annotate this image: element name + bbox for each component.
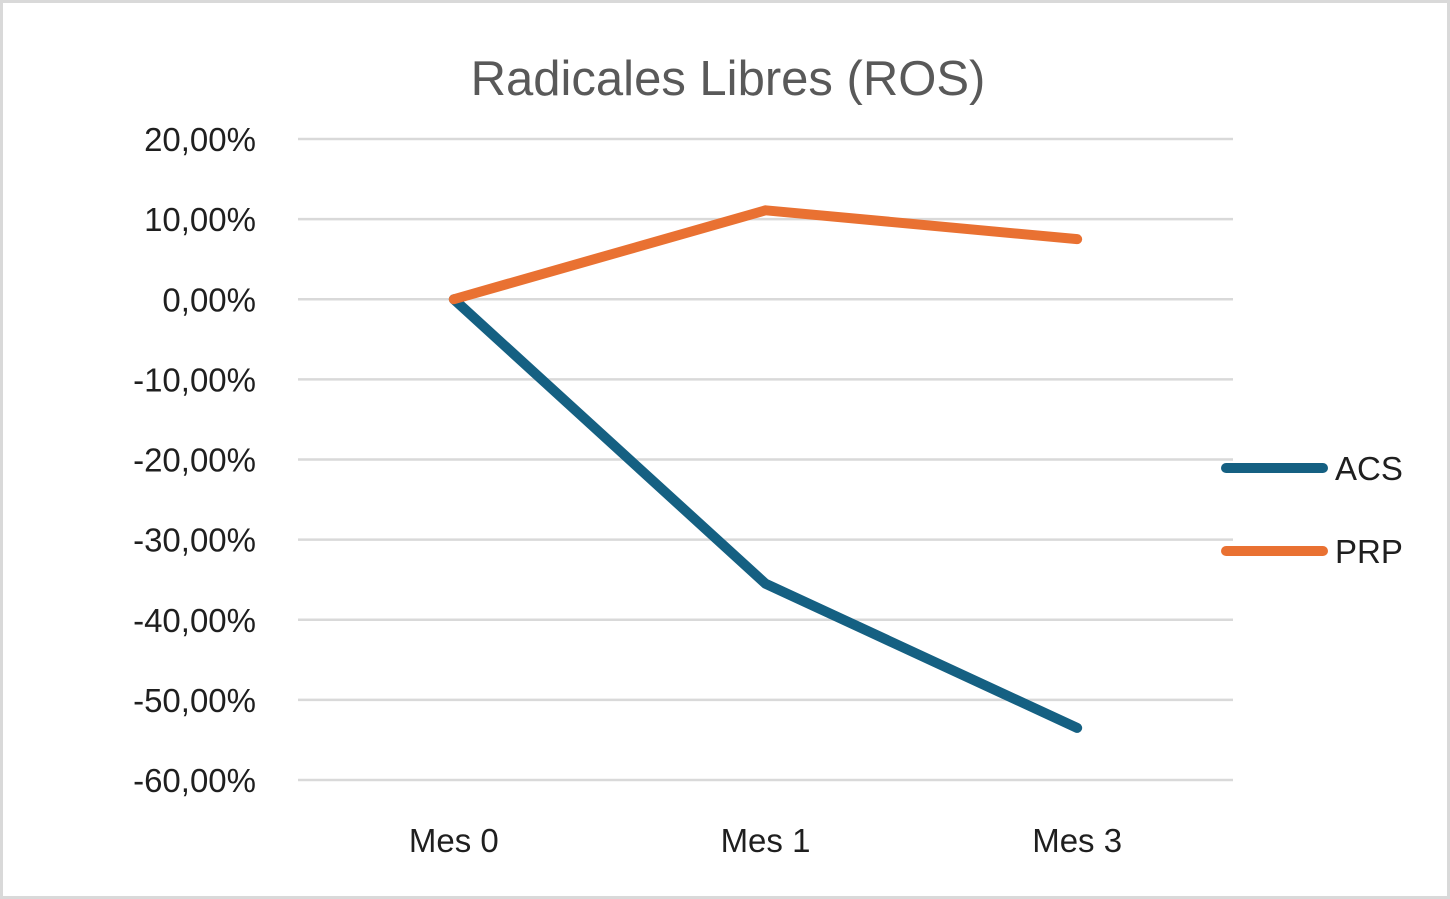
series-line-acs — [448, 294, 1083, 733]
legend-label-prp: PRP — [1335, 533, 1403, 570]
y-axis-tick-label: -40,00% — [133, 602, 256, 639]
y-axis-tick-label: 0,00% — [162, 281, 256, 318]
y-axis-tick-label: -10,00% — [133, 361, 256, 398]
series-line-prp — [448, 205, 1083, 305]
y-axis-tick-label: 20,00% — [144, 121, 256, 158]
x-axis-tick-label: Mes 1 — [721, 822, 811, 859]
y-axis-tick-label: 10,00% — [144, 201, 256, 238]
y-axis-tick-label: -30,00% — [133, 522, 256, 559]
chart-title: Radicales Libres (ROS) — [470, 52, 986, 106]
x-axis-tick-label: Mes 3 — [1032, 822, 1122, 859]
y-axis-tick-label: -20,00% — [133, 442, 256, 479]
y-axis-tick-label: -50,00% — [133, 682, 256, 719]
y-axis-tick-label: -60,00% — [133, 762, 256, 799]
legend-label-acs: ACS — [1335, 450, 1403, 487]
x-axis-tick-label: Mes 0 — [409, 822, 499, 859]
line-chart: 20,00% 10,00% 0,00% -10,00% -20,00% -30,00% -4… — [133, 121, 1403, 859]
